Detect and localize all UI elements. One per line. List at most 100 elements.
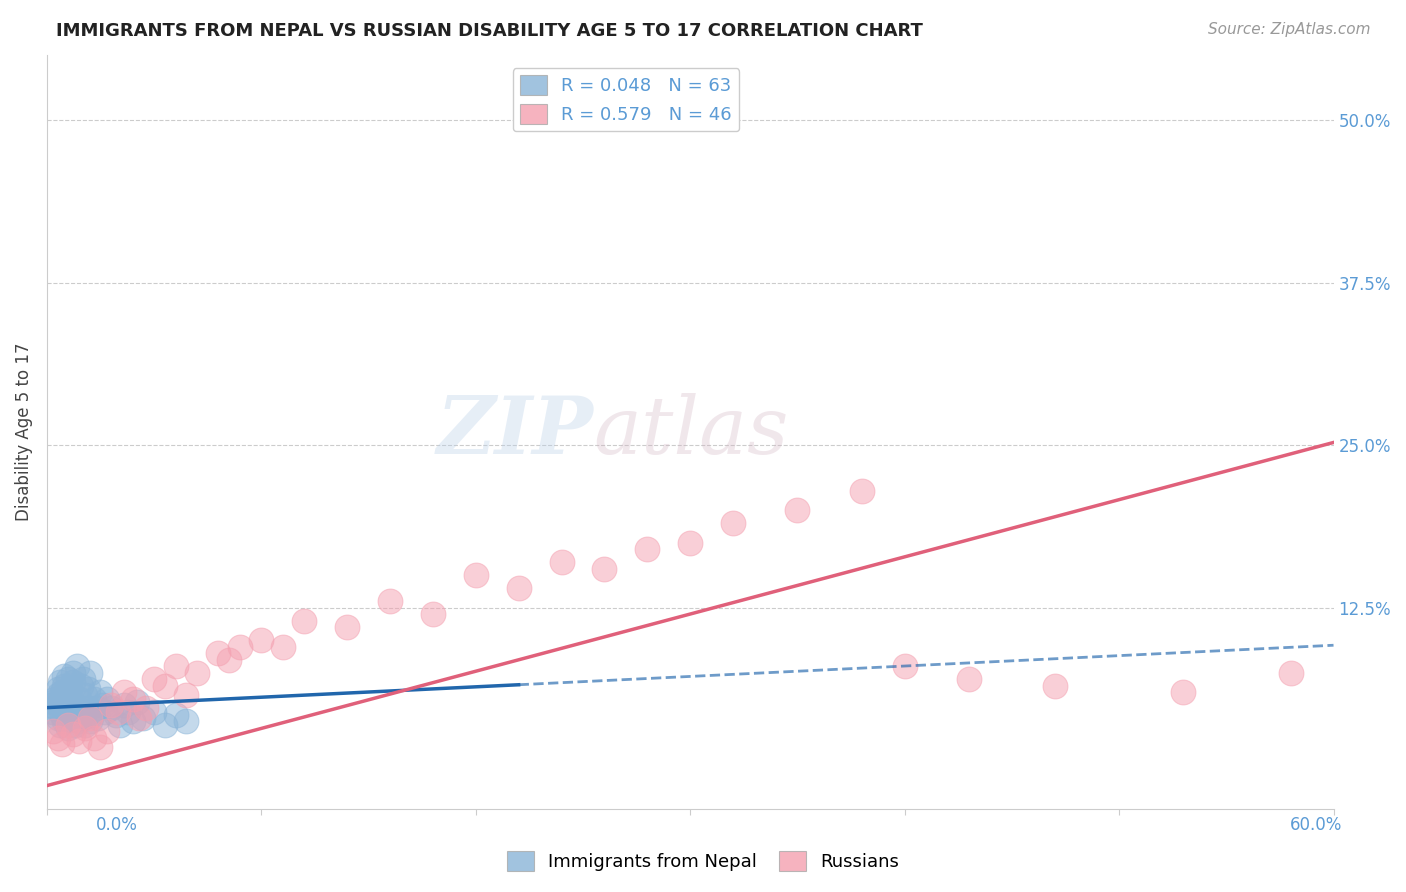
Point — [67, 691, 90, 706]
Point — [422, 607, 444, 621]
Point — [79, 665, 101, 680]
Point — [62, 674, 84, 689]
Point — [292, 614, 315, 628]
Point — [63, 717, 86, 731]
Point — [153, 679, 176, 693]
Point — [271, 640, 294, 654]
Point — [464, 568, 486, 582]
Point — [165, 659, 187, 673]
Point — [51, 737, 73, 751]
Text: 60.0%: 60.0% — [1291, 816, 1343, 834]
Point — [108, 717, 131, 731]
Point — [84, 700, 107, 714]
Point — [53, 714, 76, 728]
Point — [91, 698, 114, 712]
Point — [1043, 679, 1066, 693]
Point — [63, 698, 86, 712]
Point — [58, 722, 80, 736]
Point — [51, 685, 73, 699]
Point — [100, 700, 122, 714]
Point — [70, 705, 93, 719]
Y-axis label: Disability Age 5 to 17: Disability Age 5 to 17 — [15, 343, 32, 521]
Point — [62, 711, 84, 725]
Point — [75, 688, 97, 702]
Point — [1279, 665, 1302, 680]
Text: ZIP: ZIP — [437, 393, 593, 471]
Point — [42, 705, 65, 719]
Point — [62, 665, 84, 680]
Point — [53, 679, 76, 693]
Point — [207, 646, 229, 660]
Legend: Immigrants from Nepal, Russians: Immigrants from Nepal, Russians — [499, 844, 907, 879]
Point — [44, 700, 66, 714]
Point — [229, 640, 252, 654]
Point — [75, 722, 97, 736]
Point — [67, 734, 90, 748]
Point — [721, 516, 744, 530]
Point — [39, 698, 62, 712]
Point — [593, 561, 616, 575]
Legend: R = 0.048   N = 63, R = 0.579   N = 46: R = 0.048 N = 63, R = 0.579 N = 46 — [513, 68, 740, 131]
Point — [96, 691, 118, 706]
Point — [62, 726, 84, 740]
Text: atlas: atlas — [593, 393, 789, 471]
Point — [76, 682, 98, 697]
Point — [51, 691, 73, 706]
Point — [143, 705, 166, 719]
Point — [72, 711, 94, 725]
Point — [58, 717, 80, 731]
Point — [104, 708, 127, 723]
Point — [1173, 685, 1195, 699]
Point — [378, 594, 401, 608]
Point — [70, 679, 93, 693]
Point — [89, 739, 111, 754]
Point — [49, 674, 72, 689]
Point — [107, 705, 129, 719]
Point — [66, 659, 89, 673]
Point — [79, 714, 101, 728]
Point — [80, 708, 103, 723]
Point — [42, 695, 65, 709]
Text: IMMIGRANTS FROM NEPAL VS RUSSIAN DISABILITY AGE 5 TO 17 CORRELATION CHART: IMMIGRANTS FROM NEPAL VS RUSSIAN DISABIL… — [56, 22, 924, 40]
Point — [186, 665, 208, 680]
Point — [153, 717, 176, 731]
Point — [786, 503, 808, 517]
Text: 0.0%: 0.0% — [96, 816, 138, 834]
Point — [53, 669, 76, 683]
Point — [55, 688, 77, 702]
Point — [174, 714, 197, 728]
Point — [58, 700, 80, 714]
Point — [46, 711, 69, 725]
Point — [59, 682, 82, 697]
Point — [44, 691, 66, 706]
Point — [851, 483, 873, 498]
Point — [59, 691, 82, 706]
Point — [132, 711, 155, 725]
Point — [49, 698, 72, 712]
Point — [96, 724, 118, 739]
Point — [46, 731, 69, 745]
Point — [336, 620, 359, 634]
Point — [893, 659, 915, 673]
Point — [94, 705, 117, 719]
Point — [550, 555, 572, 569]
Point — [75, 717, 97, 731]
Point — [87, 711, 110, 725]
Point — [51, 708, 73, 723]
Point — [67, 714, 90, 728]
Point — [83, 731, 105, 745]
Point — [66, 708, 89, 723]
Point — [46, 688, 69, 702]
Point — [117, 705, 139, 719]
Point — [250, 633, 273, 648]
Point — [121, 691, 143, 706]
Point — [112, 698, 135, 712]
Point — [121, 714, 143, 728]
Point — [679, 535, 702, 549]
Point — [89, 685, 111, 699]
Point — [957, 672, 980, 686]
Point — [58, 672, 80, 686]
Point — [165, 708, 187, 723]
Point — [83, 691, 105, 706]
Point — [174, 688, 197, 702]
